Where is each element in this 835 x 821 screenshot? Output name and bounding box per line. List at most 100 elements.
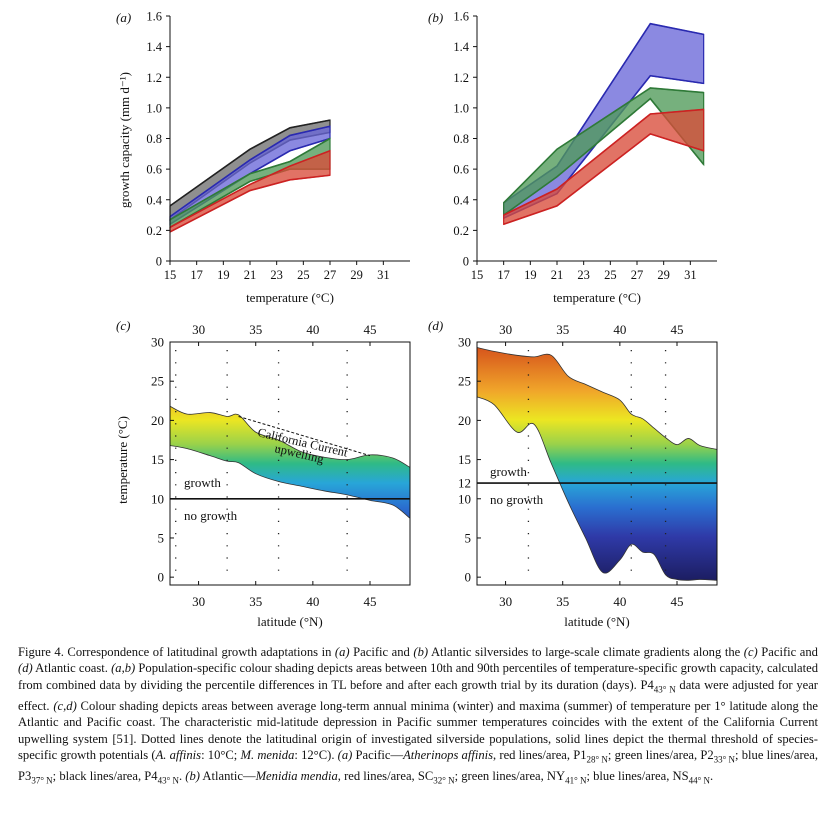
panel-c-top-tick-label: 30 xyxy=(192,322,205,337)
panel-b-x-tick-label: 27 xyxy=(631,268,644,282)
caption-segment: (b) xyxy=(413,645,429,659)
caption-segment: M. menida xyxy=(240,747,295,762)
panel-b-y-tick-label: 1.4 xyxy=(453,40,469,54)
panel-b-x-tick-label: 25 xyxy=(604,268,617,282)
panel-c-x-tick-label: 35 xyxy=(249,594,262,609)
caption-segment: ; green lines/area, NY xyxy=(454,768,566,783)
panel-b-x-tick-label: 23 xyxy=(577,268,590,282)
panel-c-y-tick-label: 30 xyxy=(151,335,164,350)
caption-segment: 44° N xyxy=(688,775,710,786)
caption-segment: 32° N xyxy=(433,775,455,786)
panel-d-top-tick-label: 35 xyxy=(556,322,569,337)
panel-d-annotations: growth no growth xyxy=(490,464,544,507)
panel-a-y-tick-label: 0.6 xyxy=(146,163,162,177)
caption-segment: A. affinis xyxy=(155,747,202,762)
panel-c-y-ticks: 0 5 10 15 20 25 30 xyxy=(151,335,174,585)
panel-c-y-tick-label: 25 xyxy=(151,374,164,389)
panel-d-top-tick-label: 40 xyxy=(613,322,626,337)
panel-b-y-tick-label: 0 xyxy=(463,255,469,269)
panel-a-y-tick-label: 0 xyxy=(156,255,162,269)
panel-a-x-tick-label: 25 xyxy=(297,268,310,282)
caption-segment: Pacific and xyxy=(349,645,414,659)
panel-b-y-tick-label: 0.8 xyxy=(453,132,469,146)
panel-d-x-tick-label: 35 xyxy=(556,594,569,609)
panel-c-winter-min-line xyxy=(169,445,411,519)
panel-d: (d) growth no growth 30 30 35 35 40 40 45 45 0 5 1… xyxy=(428,318,718,629)
panel-d-y-tick-label: 5 xyxy=(465,530,472,545)
panel-a-y-tick-label: 0.4 xyxy=(146,193,162,207)
panel-b-x-label: temperature (°C) xyxy=(553,290,641,305)
caption-segment: Figure 4. Correspondence of latitudinal … xyxy=(18,645,335,659)
panel-a-upper-line-0 xyxy=(169,119,331,207)
caption-segment: , red lines/area, SC xyxy=(337,768,434,783)
panel-a-x-label: temperature (°C) xyxy=(246,290,334,305)
panel-c-x-tick-label: 30 xyxy=(192,594,205,609)
panel-c-y-tick-label: 0 xyxy=(158,570,165,585)
caption-segment: 43° N xyxy=(653,684,676,695)
panel-b-y-tick-label: 0.4 xyxy=(453,193,469,207)
panel-b-y-tick-label: 1.6 xyxy=(453,10,469,24)
panel-d-y-ticks: 0 5 10 15 20 25 30 12 xyxy=(458,335,481,585)
panel-a-y-ticks: 0 0.2 0.4 0.6 0.8 1.0 1.2 1.4 1.6 xyxy=(146,10,170,269)
panel-b-x-tick-label: 17 xyxy=(497,268,510,282)
panel-a-y-label: growth capacity (mm d⁻¹) xyxy=(117,72,132,208)
panel-d-frame xyxy=(476,341,718,586)
panel-b-y-tick-label: 0.2 xyxy=(453,224,469,238)
panel-c-top-tick-label: 35 xyxy=(249,322,262,337)
panel-a-x-tick-label: 15 xyxy=(164,268,177,282)
panel-b-y-tick-label: 0.6 xyxy=(453,163,469,177)
panel-d-summer-max-line xyxy=(476,347,718,450)
caption-segment: (d) xyxy=(18,661,33,676)
panel-c-label: (c) xyxy=(116,318,130,333)
panel-c-x-tick-label: 40 xyxy=(306,594,319,609)
caption-segment: (a) xyxy=(334,645,350,659)
panel-d-growth-label: growth xyxy=(490,464,527,479)
caption-segment: (c) xyxy=(743,645,758,659)
panel-d-y-tick-label: 10 xyxy=(458,491,471,506)
panel-d-x-tick-label: 45 xyxy=(671,594,684,609)
panel-b-x-tick-label: 29 xyxy=(657,268,670,282)
panel-a-x-tick-label: 23 xyxy=(270,268,283,282)
panel-b-y-ticks: 0 0.2 0.4 0.6 0.8 1.0 1.2 1.4 1.6 xyxy=(453,10,477,269)
caption-segment: Atherinops affinis xyxy=(403,747,494,762)
caption-segment: . xyxy=(709,768,714,783)
caption-segment: ; green lines/area, P2 xyxy=(607,747,714,762)
panel-b-x-ticks: 15 17 19 21 23 25 27 29 31 xyxy=(471,261,697,282)
figure-panels: (a) 15 17 19 21 23 25 27 29 31 0 0.2 0.4 0.6 0.8 1.0 1… xyxy=(115,10,718,629)
caption-segment: ; blue lines/area, P3 xyxy=(18,747,818,783)
caption-segment: ; blue lines/area, NS xyxy=(586,768,689,783)
caption-segment: 33° N xyxy=(713,754,736,765)
panel-a-x-tick-label: 29 xyxy=(350,268,363,282)
caption-segment: . xyxy=(178,768,186,783)
panel-c-growth-label: growth xyxy=(184,475,221,490)
caption-segment: 43° N xyxy=(157,775,179,786)
panel-b: (b) 15 17 19 21 23 25 27 29 31 0 0.2 0.4 0.6 0.8 1.0 1… xyxy=(428,10,717,305)
caption-segment: data were adjusted for year effect. xyxy=(18,677,818,713)
panel-a-y-tick-label: 1.2 xyxy=(146,71,162,85)
caption-segment: (b) xyxy=(185,768,200,783)
panel-a: (a) 15 17 19 21 23 25 27 29 31 0 0.2 0.4 0.6 0.8 1.0 1… xyxy=(116,10,410,305)
panel-c-temperature-band xyxy=(169,405,411,519)
panel-a-upper-line-3 xyxy=(169,150,331,229)
panel-d-label: (d) xyxy=(428,318,443,333)
panel-c-top-tick-label: 45 xyxy=(364,322,377,337)
panel-a-y-tick-label: 1.0 xyxy=(146,101,162,115)
caption-segment: , red lines/area, P1 xyxy=(493,747,587,762)
caption-segment: 41° N xyxy=(565,775,587,786)
panel-a-y-tick-label: 0.8 xyxy=(146,132,162,146)
panel-a-upper-line-2 xyxy=(169,137,331,221)
panel-c-summer-max-line xyxy=(169,405,411,468)
panel-c: (c) California Currentupwellinggrowthno … xyxy=(115,318,411,629)
panel-a-x-tick-label: 21 xyxy=(244,268,257,282)
panel-b-x-tick-label: 21 xyxy=(551,268,564,282)
panel-b-x-tick-label: 15 xyxy=(471,268,484,282)
panel-c-gradient-area xyxy=(170,406,410,519)
panel-a-x-tick-label: 31 xyxy=(377,268,390,282)
panel-b-upper-line-1 xyxy=(503,87,704,204)
panel-b-upper-line-2 xyxy=(503,108,704,216)
caption-segment: (a,b) xyxy=(111,661,136,676)
panel-d-x-tick-label: 40 xyxy=(613,594,626,609)
panel-c-no-growth-label: no growth xyxy=(184,508,238,523)
panel-a-y-tick-label: 0.2 xyxy=(146,224,162,238)
panel-c-upwelling-dashed-line xyxy=(238,415,371,457)
